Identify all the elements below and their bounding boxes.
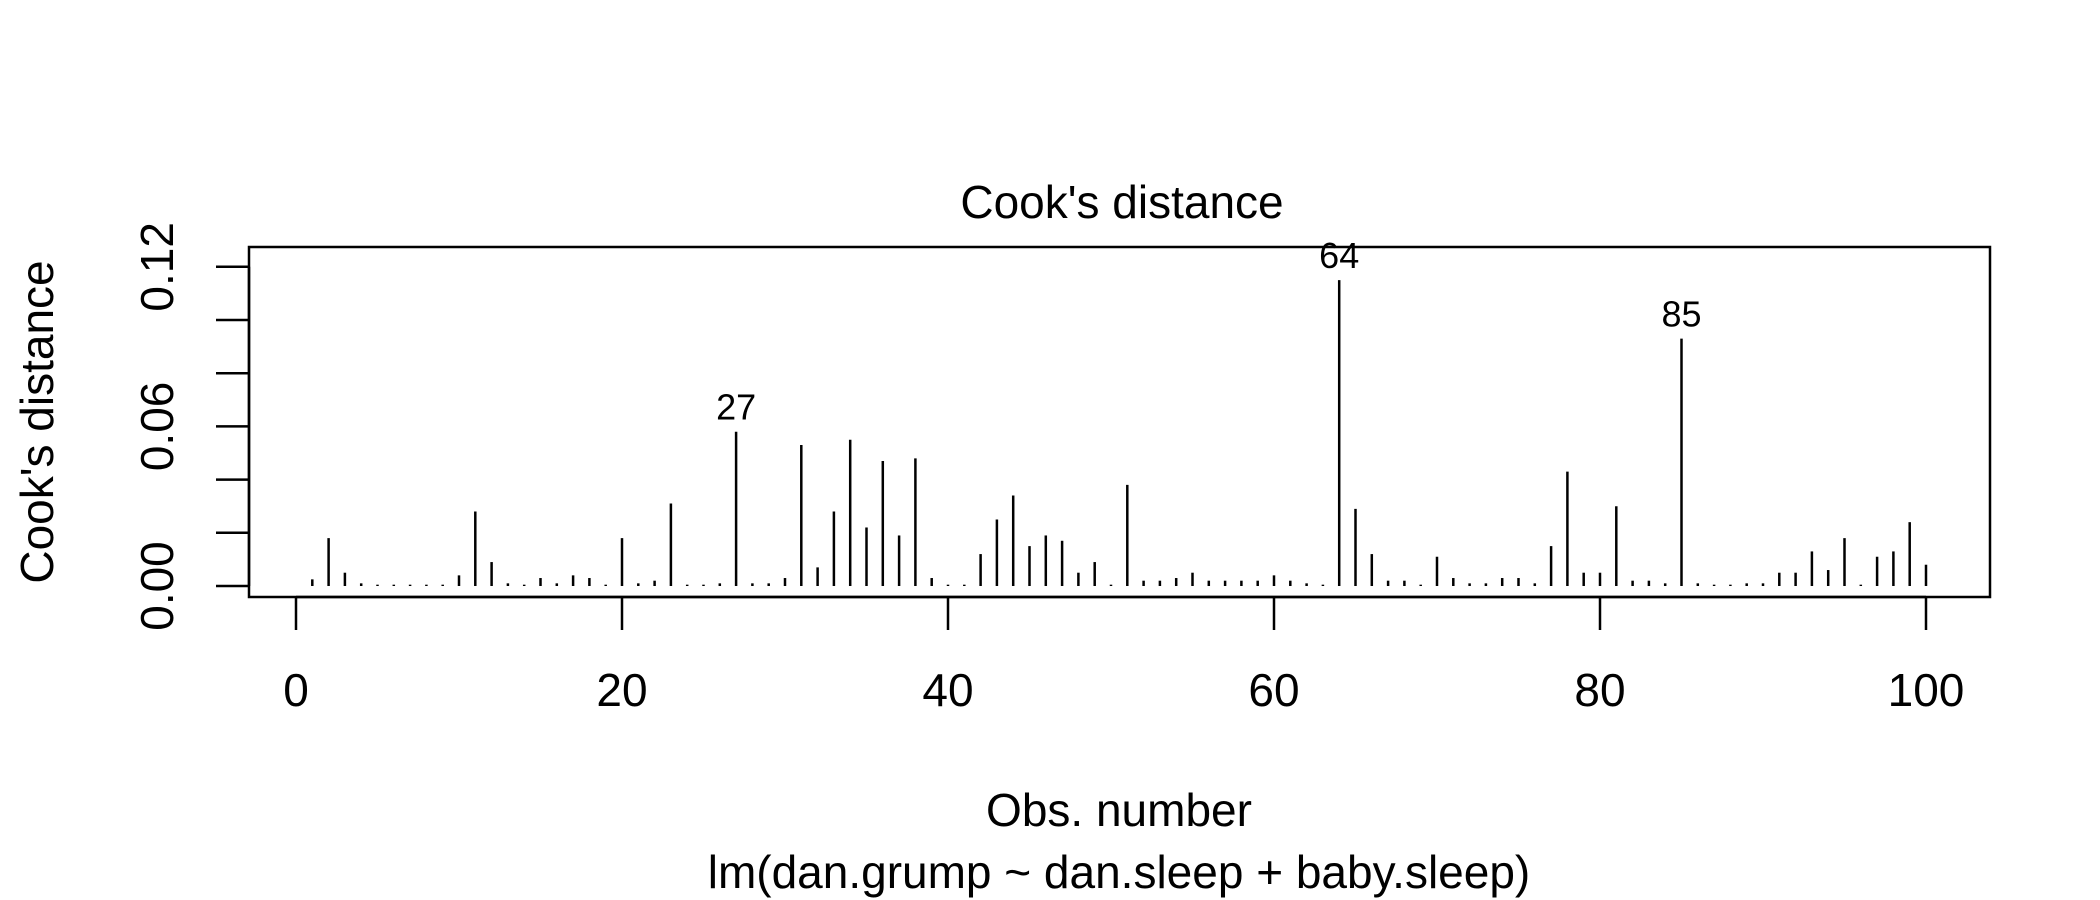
x-tick-label: 40 bbox=[922, 664, 973, 716]
x-tick-label: 0 bbox=[283, 664, 309, 716]
x-tick-label: 20 bbox=[596, 664, 647, 716]
y-tick-label: 0.12 bbox=[131, 222, 183, 312]
x-tick-label: 100 bbox=[1888, 664, 1965, 716]
annotations: 27 64 85 bbox=[716, 235, 1701, 428]
chart-title: Cook's distance bbox=[960, 176, 1283, 228]
x-tick-label: 80 bbox=[1574, 664, 1625, 716]
point-label: 27 bbox=[716, 387, 756, 428]
x-axis-label: Obs. number bbox=[986, 784, 1252, 836]
plot-frame bbox=[247, 245, 1992, 599]
y-axis-label: Cook's distance bbox=[11, 260, 63, 583]
x-axis: 0 20 40 60 80 100 bbox=[283, 595, 1965, 716]
y-axis: 0.00 0.06 0.12 bbox=[131, 222, 251, 631]
y-tick-label: 0.00 bbox=[131, 541, 183, 631]
y-tick-label: 0.06 bbox=[131, 382, 183, 472]
x-tick-label: 60 bbox=[1248, 664, 1299, 716]
point-label: 85 bbox=[1661, 294, 1701, 335]
chart-subtitle: lm(dan.grump ~ dan.sleep + baby.sleep) bbox=[708, 846, 1531, 898]
bars bbox=[311, 280, 1928, 586]
point-label: 64 bbox=[1319, 235, 1359, 276]
